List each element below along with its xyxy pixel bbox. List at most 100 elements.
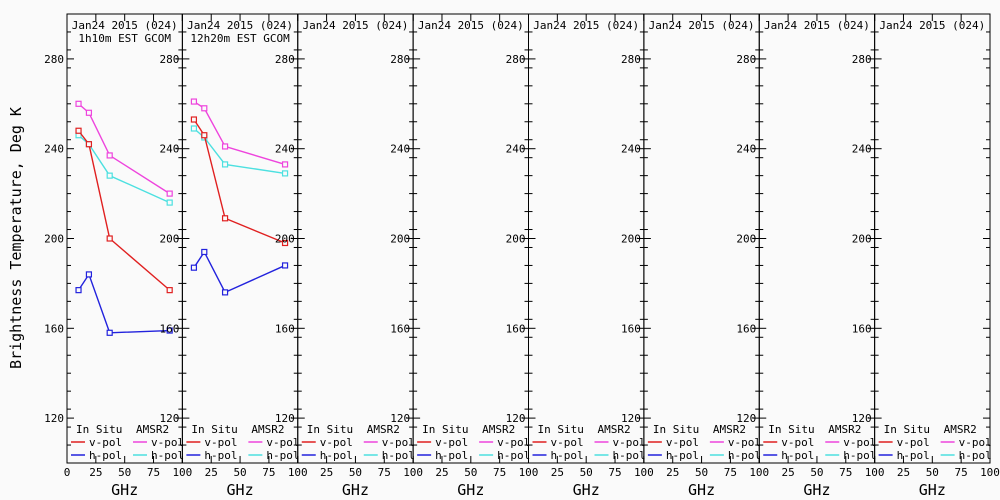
legend-header-amsr2: AMSR2	[598, 423, 631, 436]
y-tick-label: 200	[852, 233, 872, 246]
legend-label-amsr2-v-pol: v-pol	[843, 436, 876, 449]
legend-label-insitu-v-pol: v-pol	[435, 436, 468, 449]
panel-title: Jan24 2015 (024)	[533, 19, 639, 32]
panel-axes: 120 160 200 240 280 25 50 75 100	[621, 14, 769, 479]
y-tick-label: 120	[390, 412, 410, 425]
y-tick-label: 200	[390, 233, 410, 246]
y-tick-label: 240	[44, 143, 64, 156]
panel-axes: 120 160 200 240 280 25 50 75 100	[736, 14, 885, 479]
panel-5: Jan24 2015 (024) 120 160 200 240 280 25 50 75 100…	[506, 13, 654, 499]
panel-7: Jan24 2015 (024) 120 160 200 240 280 25 50 75 100…	[736, 13, 885, 499]
x-tick-label: 100	[634, 466, 654, 479]
y-tick-label: 280	[621, 53, 641, 66]
legend-label-amsr2-v-pol: v-pol	[497, 436, 530, 449]
legend-header-amsr2: AMSR2	[713, 423, 746, 436]
insitu-h-pol-marker	[85, 271, 93, 278]
legend-header-amsr2: AMSR2	[251, 423, 284, 436]
panel-axes: 120 160 200 240 280 0 25 50 75 100	[44, 14, 192, 479]
panel-subtitle: 12h20m EST GCOM	[190, 32, 290, 45]
x-tick-label: 25	[666, 466, 679, 479]
y-tick-label: 160	[621, 322, 641, 335]
legend-label-amsr2-h-pol: h-pol	[497, 449, 530, 462]
legend-label-insitu-h-pol: h-pol	[551, 449, 584, 462]
legend-label-insitu-v-pol: v-pol	[897, 436, 930, 449]
panel-title: Jan24 2015 (024)	[72, 19, 178, 32]
y-tick-label: 120	[852, 412, 872, 425]
legend-header-insitu: In Situ	[884, 423, 930, 436]
legend-label-amsr2-v-pol: v-pol	[959, 436, 992, 449]
insitu-v-pol-marker	[75, 127, 82, 134]
insitu-v-pol-marker	[106, 235, 113, 242]
legend-label-insitu-v-pol: v-pol	[781, 436, 814, 449]
y-tick-label: 240	[852, 143, 872, 156]
y-tick-label: 280	[44, 53, 64, 66]
panel-axes: 120 160 200 240 280 25 50 75 100	[852, 14, 1000, 479]
x-tick-label: 100	[980, 466, 1000, 479]
y-tick-label: 280	[736, 53, 756, 66]
x-axis-title: GHz	[803, 481, 830, 499]
x-axis-title: GHz	[342, 481, 369, 499]
legend-label-amsr2-v-pol: v-pol	[382, 436, 415, 449]
insitu-v-pol-marker	[281, 239, 289, 247]
x-axis-title: GHz	[688, 481, 715, 499]
x-tick-label: 75	[608, 466, 621, 479]
x-tick-label: 25	[897, 466, 910, 479]
x-tick-label: 50	[464, 466, 477, 479]
y-tick-label: 240	[621, 143, 641, 156]
x-tick-label: 25	[781, 466, 794, 479]
legend-label-amsr2-v-pol: v-pol	[728, 436, 761, 449]
x-tick-label: 50	[580, 466, 593, 479]
legend-label-amsr2-h-pol: h-pol	[382, 449, 415, 462]
insitu-h-pol-marker	[166, 327, 173, 334]
panel-axes: 120 160 200 240 280 25 50 75 100	[275, 14, 423, 479]
x-axis-title: GHz	[573, 481, 600, 499]
x-tick-label: 100	[749, 466, 769, 479]
x-axis-title: GHz	[111, 481, 138, 499]
legend-header-insitu: In Situ	[653, 423, 699, 436]
legend-label-insitu-v-pol: v-pol	[204, 436, 237, 449]
legend-label-insitu-v-pol: v-pol	[666, 436, 699, 449]
panel-subtitle: 1h10m EST GCOM	[78, 32, 171, 45]
x-axis-title: GHz	[227, 481, 254, 499]
insitu-h-pol-line	[193, 250, 286, 294]
y-tick-label: 120	[736, 412, 756, 425]
legend-label-amsr2-v-pol: v-pol	[613, 436, 646, 449]
y-tick-label: 240	[160, 143, 180, 156]
amsr2-h-pol-marker	[166, 199, 173, 206]
x-axis-title: GHz	[919, 481, 946, 499]
x-tick-label: 75	[955, 466, 968, 479]
amsr2-v-pol-marker	[75, 100, 82, 107]
legend-label-amsr2-h-pol: h-pol	[959, 449, 992, 462]
y-tick-label: 160	[275, 322, 295, 335]
amsr2-v-pol-marker	[85, 109, 93, 116]
legend-label-insitu-h-pol: h-pol	[204, 449, 237, 462]
amsr2-v-pol-marker	[106, 152, 113, 159]
x-tick-label: 50	[118, 466, 131, 479]
panel-6: Jan24 2015 (024) 120 160 200 240 280 25 50 75 100…	[621, 13, 769, 499]
panel-8: Jan24 2015 (024) 120 160 200 240 280 25 50 75 100…	[852, 13, 1000, 499]
y-tick-label: 240	[506, 143, 526, 156]
insitu-v-pol-line	[193, 119, 286, 244]
amsr2-v-pol-line	[193, 100, 286, 166]
legend-header-amsr2: AMSR2	[828, 423, 861, 436]
insitu-v-pol-line	[77, 130, 171, 291]
amsr2-h-pol-line	[78, 134, 170, 204]
legend-header-insitu: In Situ	[768, 423, 814, 436]
y-tick-label: 200	[506, 233, 526, 246]
y-tick-label: 120	[275, 412, 295, 425]
panel-3: Jan24 2015 (024) 120 160 200 240 280 25 50 75 100…	[275, 13, 423, 499]
insitu-h-pol-marker	[190, 264, 198, 271]
amsr2-v-pol-marker	[166, 190, 173, 197]
x-tick-label: 50	[926, 466, 939, 479]
legend-header-amsr2: AMSR2	[136, 423, 169, 436]
y-tick-label: 120	[160, 412, 180, 425]
y-tick-label: 200	[44, 233, 64, 246]
